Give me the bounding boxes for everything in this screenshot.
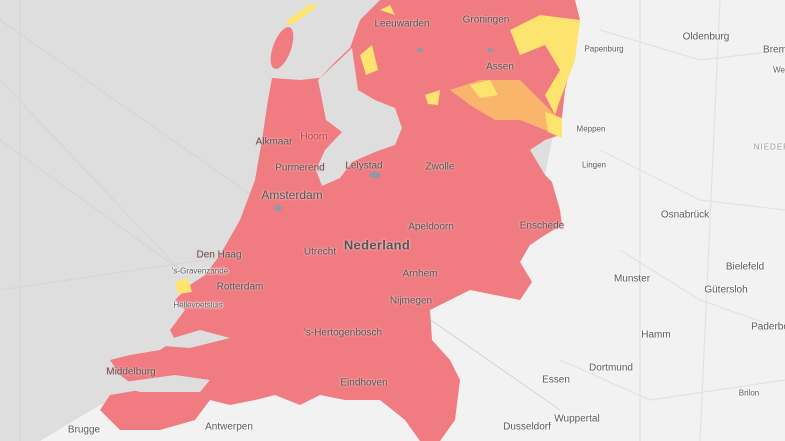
label-hertogenbosch: 's-Hertogenbosch <box>303 327 383 339</box>
label-osnabruck: Osnabrück <box>660 209 710 221</box>
roads <box>559 0 785 441</box>
label-rotterdam: Rotterdam <box>216 281 264 293</box>
label-amsterdam: Amsterdam <box>261 188 323 202</box>
land-germany-belgium <box>40 0 785 441</box>
label-papenburg: Papenburg <box>584 44 624 54</box>
label-hoorn: Hoorn <box>300 131 328 143</box>
label-leeuwarden: Leeuwarden <box>374 18 430 30</box>
label-oldenburg: Oldenburg <box>682 31 730 43</box>
label-middelburg: Middelburg <box>106 366 156 378</box>
vlieland-island[interactable] <box>285 4 318 25</box>
region-low-friesland[interactable] <box>360 5 440 105</box>
label-den-haag: Den Haag <box>196 249 242 261</box>
label-utrecht: Utrecht <box>303 246 337 258</box>
label-dusseldorf: Dusseldorf <box>503 421 551 433</box>
label-wuppertal: Wuppertal <box>554 413 600 425</box>
label-meppen: Meppen <box>576 124 606 134</box>
label-paderborn: Paderbo <box>751 321 785 333</box>
label-purmerend: Purmerend <box>275 162 325 174</box>
label-brugge: Brugge <box>67 424 101 436</box>
label-zwolle: Zwolle <box>425 161 455 173</box>
label-arnhem: Arnhem <box>402 268 438 280</box>
label-apeldoorn: Apeldoorn <box>408 221 454 233</box>
label-dortmund: Dortmund <box>589 362 633 374</box>
label-hamm: Hamm <box>641 329 671 341</box>
label-eindhoven: Eindhoven <box>340 377 388 389</box>
label-enschede: Enschede <box>519 220 565 232</box>
label-antwerpen: Antwerpen <box>205 421 253 433</box>
label-we: We <box>773 65 785 75</box>
wadden-sea <box>300 0 378 78</box>
label-lingen: Lingen <box>581 160 607 170</box>
zeeland-water <box>110 330 230 392</box>
label-gravenzande: 's-Gravenzande <box>171 266 229 276</box>
label-gutersloh: Gütersloh <box>704 284 748 296</box>
region-low-groningen[interactable] <box>510 15 580 115</box>
label-munster: Munster <box>613 273 651 285</box>
label-nijmegen: Nijmegen <box>389 295 433 307</box>
label-brilon: Brilon <box>738 388 760 398</box>
label-niedersachsen: NIEDERS <box>753 142 785 152</box>
netherlands-region-high[interactable] <box>100 0 580 441</box>
label-bielefeld: Bielefeld <box>725 261 765 273</box>
region-low-drenthe[interactable] <box>470 80 562 138</box>
texel-island[interactable] <box>266 24 298 72</box>
label-essen: Essen <box>542 374 570 386</box>
region-low-gravenzande[interactable] <box>175 278 192 294</box>
label-lelystad: Lelystad <box>345 160 383 172</box>
label-alkmaar: Alkmaar <box>255 136 293 148</box>
label-groningen: Groningen <box>462 14 510 26</box>
label-bremen: Brem <box>763 44 785 56</box>
ijsselmeer <box>316 48 402 186</box>
water-bodies <box>274 48 493 211</box>
label-hellevoetsluis: Hellevoetsluis <box>173 300 223 310</box>
label-assen: Assen <box>486 61 514 73</box>
label-nederland: Nederland <box>343 237 411 253</box>
